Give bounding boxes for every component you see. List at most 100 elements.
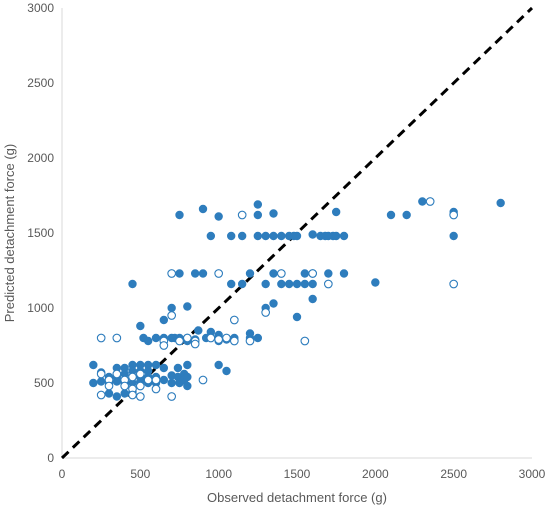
x-tick-labels: 0 500 1000 1500 2000 2500 3000 [59, 467, 546, 481]
data-point-filled [143, 336, 153, 346]
data-point-filled [253, 200, 263, 209]
y-tick-label: 1000 [27, 301, 54, 315]
data-point-filled [371, 278, 380, 287]
data-point-open [120, 381, 130, 391]
data-point-filled [269, 299, 278, 308]
data-point-filled [206, 231, 216, 241]
data-point-filled [237, 231, 247, 241]
data-point-open [159, 341, 169, 350]
data-point-filled [277, 279, 286, 289]
data-point-open [206, 333, 216, 343]
data-point-filled [269, 209, 278, 218]
data-point-filled [339, 269, 349, 278]
data-point-open [96, 369, 106, 379]
data-point-filled [143, 366, 153, 376]
data-point-filled [194, 326, 203, 335]
data-point-filled [112, 377, 122, 386]
data-point-filled [183, 360, 192, 370]
data-point-open [151, 375, 161, 385]
data-point-filled [143, 360, 153, 370]
data-point-filled [206, 327, 216, 337]
data-point-filled [128, 378, 137, 388]
data-point-filled [159, 315, 169, 325]
data-point-filled [418, 197, 427, 206]
data-point-open [425, 197, 435, 206]
data-point-filled [89, 378, 98, 388]
data-point-filled [222, 366, 231, 376]
data-point-filled [284, 279, 294, 289]
data-point-filled [227, 231, 236, 241]
data-point-filled [253, 231, 263, 241]
data-point-open [135, 369, 145, 379]
data-point-open [229, 315, 239, 325]
data-point-filled [292, 312, 302, 322]
data-point-open [222, 333, 231, 343]
data-point-open [449, 210, 459, 220]
data-point-open [190, 339, 200, 349]
data-point-filled [253, 333, 263, 343]
data-point-filled [167, 378, 176, 388]
data-point-filled [214, 212, 223, 221]
data-point-open [198, 375, 208, 385]
x-tick-label: 1000 [205, 467, 232, 481]
data-point-open [167, 392, 177, 401]
data-point-filled [331, 207, 341, 217]
data-point-open [229, 336, 239, 346]
data-point-open [449, 279, 459, 289]
data-point-filled [183, 372, 192, 382]
data-point-open [182, 333, 192, 343]
data-point-filled [96, 377, 106, 386]
y-tick-label: 2500 [27, 76, 54, 90]
y-tick-label: 0 [47, 451, 54, 465]
data-point-open [135, 381, 145, 391]
y-tick-label: 500 [34, 376, 54, 390]
y-tick-label: 3000 [27, 1, 54, 15]
data-point-open [143, 375, 153, 385]
data-point-filled [159, 363, 169, 373]
data-point-open [128, 390, 137, 400]
data-point-filled [173, 363, 183, 373]
x-tick-label: 0 [59, 467, 66, 481]
data-point-filled [227, 279, 236, 289]
data-point-filled [159, 375, 169, 385]
data-point-open [214, 335, 224, 344]
data-point-filled [136, 360, 145, 370]
data-point-open [245, 336, 255, 346]
data-point-filled [449, 231, 458, 241]
data-point-filled [183, 302, 192, 311]
data-point-filled [261, 231, 270, 241]
data-point-open [175, 336, 184, 346]
data-point-filled [245, 269, 255, 278]
data-point-filled [89, 360, 98, 370]
data-point-filled [269, 269, 278, 278]
data-point-filled [253, 210, 263, 220]
data-point-filled [214, 360, 223, 370]
x-tick-label: 3000 [519, 467, 546, 481]
data-point-filled [151, 360, 161, 370]
data-point-filled [277, 231, 286, 241]
data-point-filled [112, 363, 122, 373]
x-tick-label: 2000 [362, 467, 389, 481]
data-point-filled [128, 360, 137, 370]
data-point-filled [198, 204, 208, 214]
data-point-open [300, 336, 310, 346]
data-point-filled [167, 371, 176, 380]
y-tick-label: 1500 [27, 226, 54, 240]
data-point-open [112, 369, 122, 379]
data-point-filled [190, 269, 200, 278]
data-point-filled [386, 210, 396, 220]
data-points [89, 197, 505, 401]
data-point-open [128, 372, 137, 382]
data-point-filled [292, 279, 302, 289]
y-tick-label: 2000 [27, 151, 54, 165]
data-point-filled [496, 198, 505, 208]
data-point-open [135, 392, 145, 401]
data-point-open [167, 311, 177, 320]
data-point-filled [308, 279, 317, 289]
data-point-filled [308, 230, 317, 239]
data-point-filled [324, 269, 333, 278]
data-point-filled [128, 279, 137, 289]
data-point-filled [183, 381, 192, 391]
data-point-filled [175, 210, 184, 220]
y-tick-labels: 0 500 1000 1500 2000 2500 3000 [27, 1, 54, 465]
